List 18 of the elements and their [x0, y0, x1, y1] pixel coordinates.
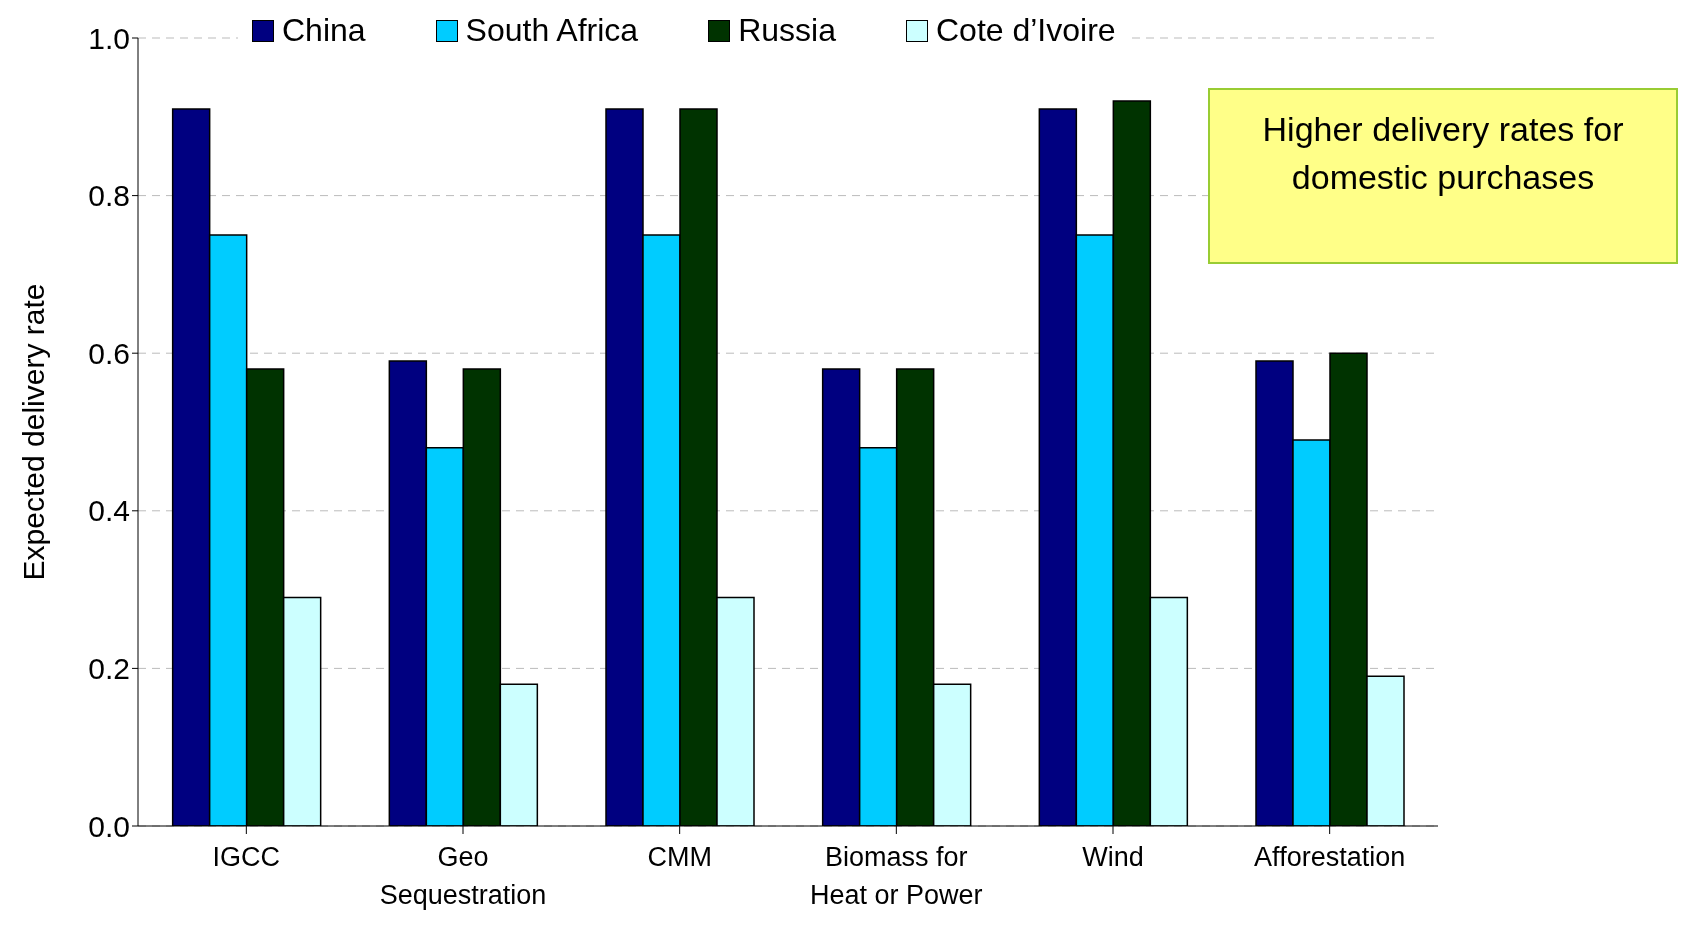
- x-tick-label: Afforestation: [1254, 842, 1406, 872]
- annotation: Higher delivery rates for domestic purchases: [1261, 109, 1625, 198]
- y-tick-label: 0.6: [88, 336, 130, 370]
- x-tick-label: CMM: [647, 842, 712, 872]
- y-tick-label: 0.0: [88, 809, 130, 843]
- y-tick-label: 0.8: [88, 179, 130, 213]
- x-tick-label: IGCC: [212, 842, 281, 872]
- legend-label: South Africa: [465, 12, 639, 49]
- legend-label: Cote d’Ivoire: [935, 12, 1116, 49]
- y-tick-label: 0.4: [88, 494, 130, 528]
- y-axis-title: Expected delivery rate: [16, 283, 50, 581]
- x-tick-label: Geo Sequestration: [379, 842, 547, 910]
- y-tick-label: 1.0: [88, 21, 130, 55]
- x-tick-label: Biomass for Heat or Power: [810, 842, 983, 910]
- y-tick-label: 0.2: [88, 652, 130, 686]
- legend-label: China: [282, 12, 366, 49]
- legend-label: Russia: [738, 12, 836, 49]
- x-tick-label: Wind: [1082, 842, 1144, 872]
